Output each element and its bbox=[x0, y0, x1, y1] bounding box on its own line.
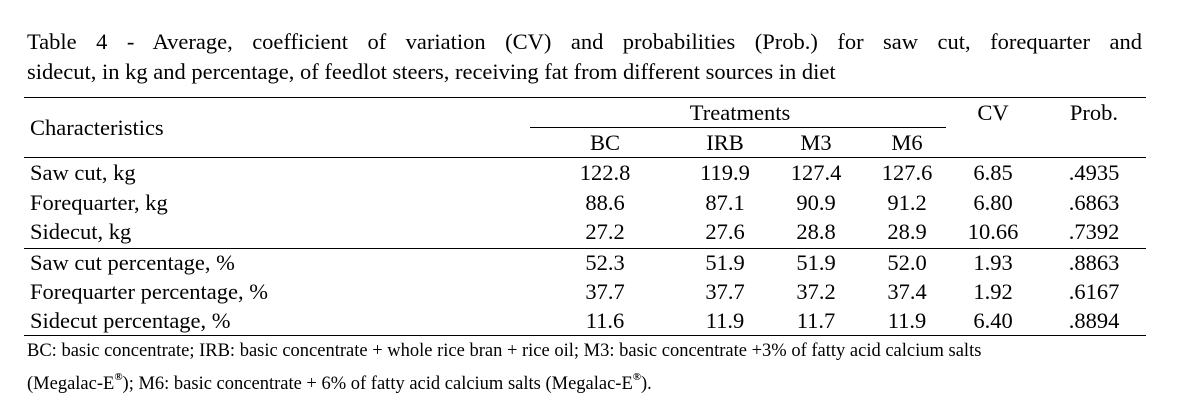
group-separator-rule bbox=[24, 248, 1146, 249]
cell-irb: 51.9 bbox=[705, 250, 745, 275]
table-caption: Table 4 - Average, coefficient of variat… bbox=[27, 27, 1142, 87]
cell-cv: 6.80 bbox=[973, 190, 1013, 215]
treatments-underline bbox=[530, 127, 946, 128]
cell-bc: 88.6 bbox=[585, 190, 625, 215]
cell-m6: 127.6 bbox=[881, 160, 933, 185]
footnote-text-part-1: (Megalac-E bbox=[27, 374, 115, 394]
cell-m3: 127.4 bbox=[790, 160, 842, 185]
row-label: Sidecut percentage, % bbox=[30, 308, 231, 333]
cell-irb: 37.7 bbox=[705, 279, 745, 304]
cell-m6: 37.4 bbox=[887, 279, 927, 304]
table-top-rule bbox=[24, 97, 1146, 98]
cell-cv: 6.40 bbox=[973, 308, 1013, 333]
registered-mark-2: ® bbox=[632, 371, 641, 383]
column-header-irb: IRB bbox=[706, 130, 744, 155]
cell-m6: 52.0 bbox=[887, 250, 927, 275]
cell-prob: .8894 bbox=[1068, 308, 1120, 333]
cell-irb: 87.1 bbox=[705, 190, 745, 215]
cell-cv: 1.92 bbox=[973, 279, 1013, 304]
cell-m3: 28.8 bbox=[796, 219, 836, 244]
table-bottom-rule bbox=[24, 335, 1146, 336]
footnote-line-1: BC: basic concentrate; IRB: basic concen… bbox=[27, 341, 982, 361]
row-label: Forequarter, kg bbox=[30, 190, 168, 215]
cell-m3: 90.9 bbox=[796, 190, 836, 215]
cell-m3: 11.7 bbox=[796, 308, 836, 333]
cell-cv: 6.85 bbox=[973, 160, 1013, 185]
cell-bc: 11.6 bbox=[585, 308, 625, 333]
cell-prob: .8863 bbox=[1068, 250, 1120, 275]
prob-header: Prob. bbox=[1069, 100, 1119, 125]
cell-m6: 11.9 bbox=[887, 308, 927, 333]
cell-m3: 51.9 bbox=[796, 250, 836, 275]
cell-irb: 27.6 bbox=[705, 219, 745, 244]
column-header-bc: BC bbox=[589, 130, 620, 155]
row-label: Saw cut, kg bbox=[30, 160, 136, 185]
cell-prob: .6863 bbox=[1068, 190, 1120, 215]
cell-bc: 27.2 bbox=[585, 219, 625, 244]
cv-header: CV bbox=[977, 100, 1009, 125]
header-bottom-rule bbox=[24, 157, 1146, 158]
cell-bc: 122.8 bbox=[579, 160, 631, 185]
cell-bc: 37.7 bbox=[585, 279, 625, 304]
caption-line-1: Table 4 - Average, coefficient of variat… bbox=[27, 29, 1142, 54]
cell-cv: 1.93 bbox=[973, 250, 1013, 275]
caption-line-2: sidecut, in kg and percentage, of feedlo… bbox=[27, 59, 836, 84]
row-label: Sidecut, kg bbox=[30, 219, 132, 244]
cell-prob: .7392 bbox=[1068, 219, 1120, 244]
footnote-text-part-2: ); M6: basic concentrate + 6% of fatty a… bbox=[122, 374, 633, 394]
characteristics-header: Characteristics bbox=[30, 115, 164, 140]
cell-prob: .6167 bbox=[1068, 279, 1120, 304]
column-header-m3: M3 bbox=[800, 130, 832, 155]
row-label: Forequarter percentage, % bbox=[30, 279, 268, 304]
cell-bc: 52.3 bbox=[585, 250, 625, 275]
footnote-text-part-3: ). bbox=[641, 374, 652, 394]
column-header-m6: M6 bbox=[891, 130, 923, 155]
cell-m6: 28.9 bbox=[887, 219, 927, 244]
treatments-header: Treatments bbox=[689, 100, 791, 125]
cell-m6: 91.2 bbox=[887, 190, 927, 215]
cell-m3: 37.2 bbox=[796, 279, 836, 304]
footnote-line-2: (Megalac-E®); M6: basic concentrate + 6%… bbox=[27, 364, 1147, 397]
row-label: Saw cut percentage, % bbox=[30, 250, 235, 275]
cell-prob: .4935 bbox=[1068, 160, 1120, 185]
cell-irb: 11.9 bbox=[705, 308, 745, 333]
cell-irb: 119.9 bbox=[700, 160, 750, 185]
cell-cv: 10.66 bbox=[967, 219, 1019, 244]
table-footnote: BC: basic concentrate; IRB: basic concen… bbox=[27, 338, 1147, 397]
registered-mark-1: ® bbox=[114, 371, 123, 383]
